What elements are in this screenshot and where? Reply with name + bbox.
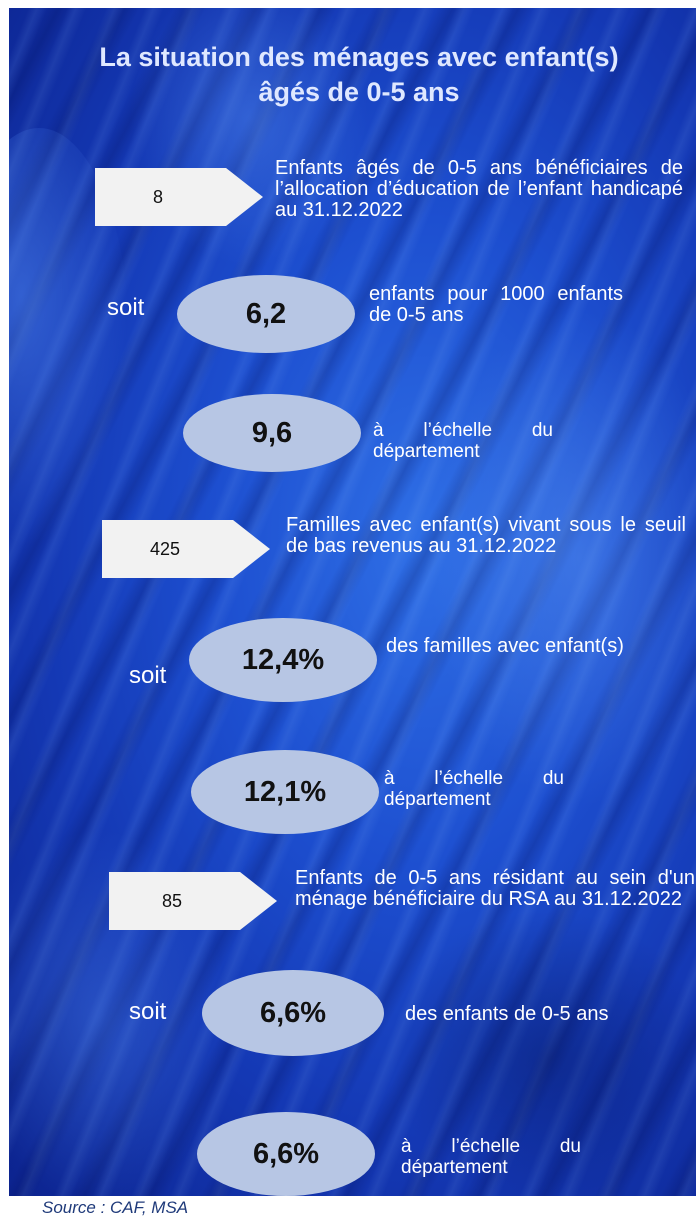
infographic-panel: La situation des ménages avec enfant(s) … — [9, 8, 696, 1196]
page-title: La situation des ménages avec enfant(s) … — [99, 42, 619, 107]
section-description: Enfants âgés de 0-5 ans bénéficiaires de… — [275, 157, 683, 221]
count-tag: 425 — [102, 520, 270, 578]
soit-label: soit — [129, 998, 167, 1025]
count-value: 8 — [152, 187, 163, 207]
background-texture — [429, 308, 696, 808]
soit-label: soit — [107, 294, 145, 321]
ratio-oval: 6,6% — [202, 970, 384, 1056]
ratio-label: des familles avec enfant(s) — [386, 635, 624, 657]
department-label: à l’échelle du département — [373, 420, 553, 462]
source-note: Source : CAF, MSA — [42, 1198, 189, 1217]
count-value: 85 — [161, 891, 183, 911]
count-value: 425 — [149, 539, 181, 559]
department-oval: 9,6 — [183, 394, 361, 472]
soit-label: soit — [129, 662, 167, 689]
ratio-oval: 12,4% — [189, 618, 377, 702]
section-description: Familles avec enfant(s) vivant sous le s… — [286, 514, 686, 557]
ratio-oval: 6,2 — [177, 275, 355, 353]
department-oval: 6,6% — [197, 1112, 375, 1196]
department-oval: 12,1% — [191, 750, 379, 834]
section-description: Enfants de 0-5 ans résidant au sein d'un… — [295, 867, 695, 910]
count-tag: 85 — [109, 872, 277, 930]
department-label: à l’échelle du département — [401, 1136, 581, 1178]
department-label: à l’échelle du département — [384, 768, 564, 810]
count-tag: 8 — [95, 168, 263, 226]
ratio-label: enfants pour 1000 enfants de 0-5 ans — [369, 283, 623, 326]
ratio-label: des enfants de 0-5 ans — [405, 1003, 609, 1025]
